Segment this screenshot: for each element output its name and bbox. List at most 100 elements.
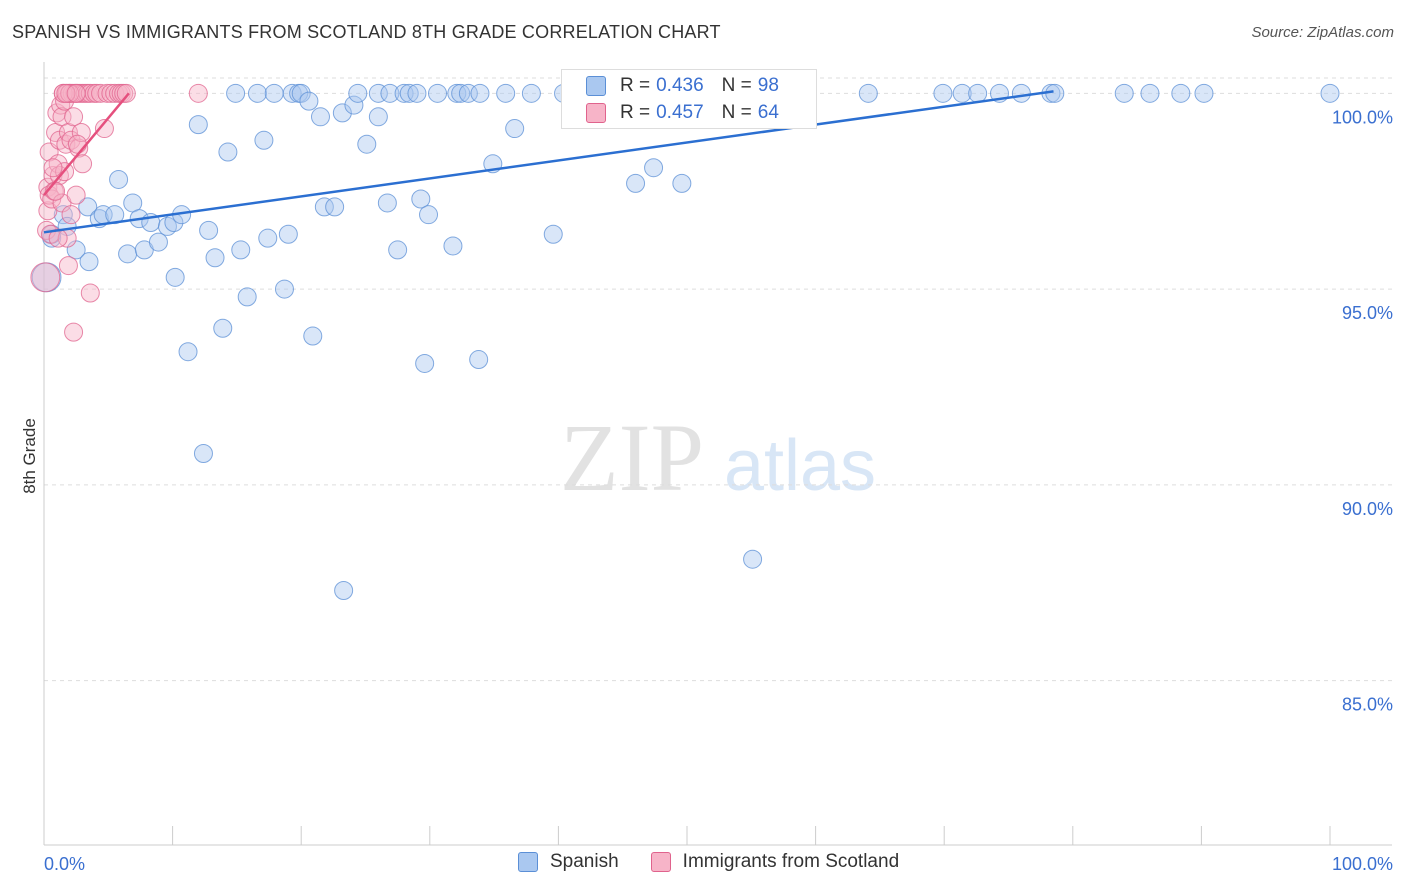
scotland-point — [80, 283, 100, 303]
scotland-point — [43, 158, 63, 178]
spanish-point — [407, 83, 427, 103]
spanish-point — [274, 279, 294, 299]
spanish-point — [344, 95, 364, 115]
stats-legend-box: R = 0.436 N = 98 R = 0.457 N = 64 — [561, 69, 817, 129]
scotland-point — [66, 185, 86, 205]
spanish-point — [470, 83, 490, 103]
legend-item-scotland[interactable]: Immigrants from Scotland — [650, 851, 899, 873]
data-points — [30, 83, 1340, 601]
scotland-point — [56, 83, 76, 103]
legend: Spanish Immigrants from Scotland — [518, 851, 899, 873]
scotland-point — [61, 205, 81, 225]
n-label: N = — [721, 75, 752, 96]
spanish-point — [247, 83, 267, 103]
source-label: Source: ZipAtlas.com — [1251, 24, 1394, 41]
y-tick-label: 85.0% — [1342, 695, 1393, 715]
spanish-point — [496, 83, 516, 103]
watermark-zip: ZIP — [560, 404, 704, 511]
spanish-point — [377, 193, 397, 213]
spanish-point — [278, 224, 298, 244]
spanish-trend-line — [43, 90, 1054, 234]
scotland-point — [67, 134, 87, 154]
spanish-point — [291, 83, 311, 103]
scotland-point — [94, 119, 114, 139]
spanish-point — [469, 350, 489, 370]
r-label: R = — [620, 75, 651, 96]
r-label: R = — [620, 102, 651, 123]
spanish-point — [952, 83, 972, 103]
spanish-point — [933, 83, 953, 103]
spanish-point — [968, 83, 988, 103]
spanish-point — [1171, 83, 1191, 103]
scotland-point — [64, 107, 84, 127]
spanish-point — [78, 197, 98, 217]
spanish-point — [231, 240, 251, 260]
spanish-point — [419, 205, 439, 225]
spanish-point — [348, 83, 368, 103]
spanish-point — [428, 83, 448, 103]
legend-label: Spanish — [550, 851, 619, 872]
scotland-swatch — [650, 852, 671, 872]
scotland-point — [73, 154, 93, 174]
spanish-point — [118, 244, 138, 264]
spanish-point — [299, 91, 319, 111]
scotland-point — [188, 83, 208, 103]
spanish-point — [451, 83, 471, 103]
spanish-point — [521, 83, 541, 103]
spanish-point — [1140, 83, 1160, 103]
spanish-point — [218, 142, 238, 162]
spanish-point — [672, 173, 692, 193]
spanish-point — [205, 248, 225, 268]
scotland-trend-line — [43, 92, 130, 196]
spanish-point — [79, 252, 99, 272]
spanish-point — [314, 197, 334, 217]
grid-lines — [44, 77, 1392, 682]
spanish-point — [743, 549, 763, 569]
spanish-point — [443, 236, 463, 256]
legend-item-spanish[interactable]: Spanish — [518, 851, 619, 873]
spanish-point — [458, 83, 478, 103]
scotland-swatch — [586, 103, 606, 123]
scotland-point — [58, 256, 78, 276]
spanish-point — [399, 83, 419, 103]
spanish-point — [858, 83, 878, 103]
spanish-swatch — [586, 76, 606, 96]
x-tick-label: 100.0% — [1332, 854, 1393, 874]
spanish-point — [357, 134, 377, 154]
spanish-point — [165, 267, 185, 287]
tick-labels: 85.0% 90.0% 95.0% 100.0% 0.0% 100.0% — [44, 107, 1393, 874]
r-value: 0.457 — [656, 102, 704, 123]
chart-title: SPANISH VS IMMIGRANTS FROM SCOTLAND 8TH … — [12, 22, 721, 42]
n-value: 98 — [757, 75, 779, 96]
spanish-point — [178, 342, 198, 362]
n-label: N = — [721, 102, 752, 123]
spanish-point — [1320, 83, 1340, 103]
watermark-atlas: atlas — [724, 426, 876, 506]
spanish-point — [237, 287, 257, 307]
scotland-point — [71, 122, 91, 142]
spanish-point — [1114, 83, 1134, 103]
spanish-point — [303, 326, 323, 346]
spanish-point — [334, 581, 354, 601]
spanish-point — [193, 444, 213, 463]
x-tick-label: 0.0% — [44, 854, 85, 874]
spanish-point — [188, 115, 208, 135]
axes — [43, 62, 1392, 846]
spanish-point — [332, 103, 352, 123]
spanish-point — [644, 158, 664, 178]
spanish-point — [411, 189, 431, 209]
spanish-point — [325, 197, 345, 217]
r-value: 0.436 — [656, 75, 704, 96]
spanish-point — [254, 130, 274, 150]
spanish-point — [380, 83, 400, 103]
stats-row-scotland: R = 0.457 N = 64 — [586, 101, 779, 125]
scotland-point — [46, 181, 66, 201]
spanish-point — [505, 119, 525, 139]
y-tick-label: 100.0% — [1332, 107, 1393, 127]
spanish-point — [258, 228, 278, 248]
spanish-point — [310, 107, 330, 127]
spanish-point — [415, 353, 435, 373]
trend-lines — [43, 90, 1054, 234]
spanish-point — [543, 224, 563, 244]
